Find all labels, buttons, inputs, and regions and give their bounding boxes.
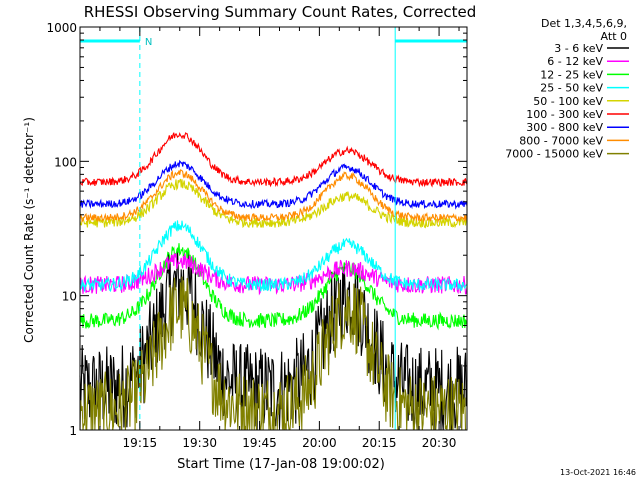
legend-label: 6 - 12 keV (547, 55, 603, 68)
legend-label: 7000 - 15000 keV (505, 148, 603, 161)
y-tick-label: 10 (62, 290, 77, 304)
series-line-7000-15000-kev (79, 276, 467, 431)
legend-label: 800 - 7000 keV (519, 134, 603, 147)
series-line-50-100-kev (79, 178, 468, 229)
series-line-800-7000-kev (79, 169, 468, 224)
timestamp: 13-Oct-2021 16:46 (560, 468, 636, 477)
legend-header-2: Att 0 (601, 30, 627, 43)
series-line-12-25-kev (79, 243, 468, 331)
y-tick-label: 1000 (46, 21, 77, 35)
night-label: N (145, 37, 152, 48)
y-axis-label: Corrected Count Rate (s⁻¹ detector⁻¹) (22, 117, 36, 343)
x-tick-label: 20:00 (302, 436, 337, 450)
plot-frame (79, 26, 468, 431)
legend-label: 300 - 800 keV (526, 121, 603, 134)
x-tick-label: 19:15 (123, 436, 158, 450)
legend-label: 100 - 300 keV (526, 108, 603, 121)
x-axis-label: Start Time (17-Jan-08 19:00:02) (177, 457, 385, 472)
series-line-300-800-kev (79, 159, 468, 210)
x-tick-label: 20:15 (362, 436, 397, 450)
series-line-100-300-kev (79, 132, 468, 188)
legend-label: 3 - 6 keV (554, 42, 603, 55)
y-tick-label: 100 (54, 155, 77, 169)
chart-title: RHESSI Observing Summary Count Rates, Co… (84, 3, 477, 21)
x-tick-label: 19:30 (182, 436, 217, 450)
legend-label: 50 - 100 keV (533, 95, 603, 108)
legend-label: 12 - 25 keV (540, 68, 603, 81)
legend-label: 25 - 50 keV (540, 82, 603, 95)
x-tick-label: 19:45 (242, 436, 277, 450)
legend-header-1: Det 1,3,4,5,6,9, (541, 17, 627, 30)
series-line-25-50-kev (79, 220, 468, 292)
x-tick-label: 20:30 (422, 436, 457, 450)
y-tick-label: 1 (69, 424, 77, 438)
